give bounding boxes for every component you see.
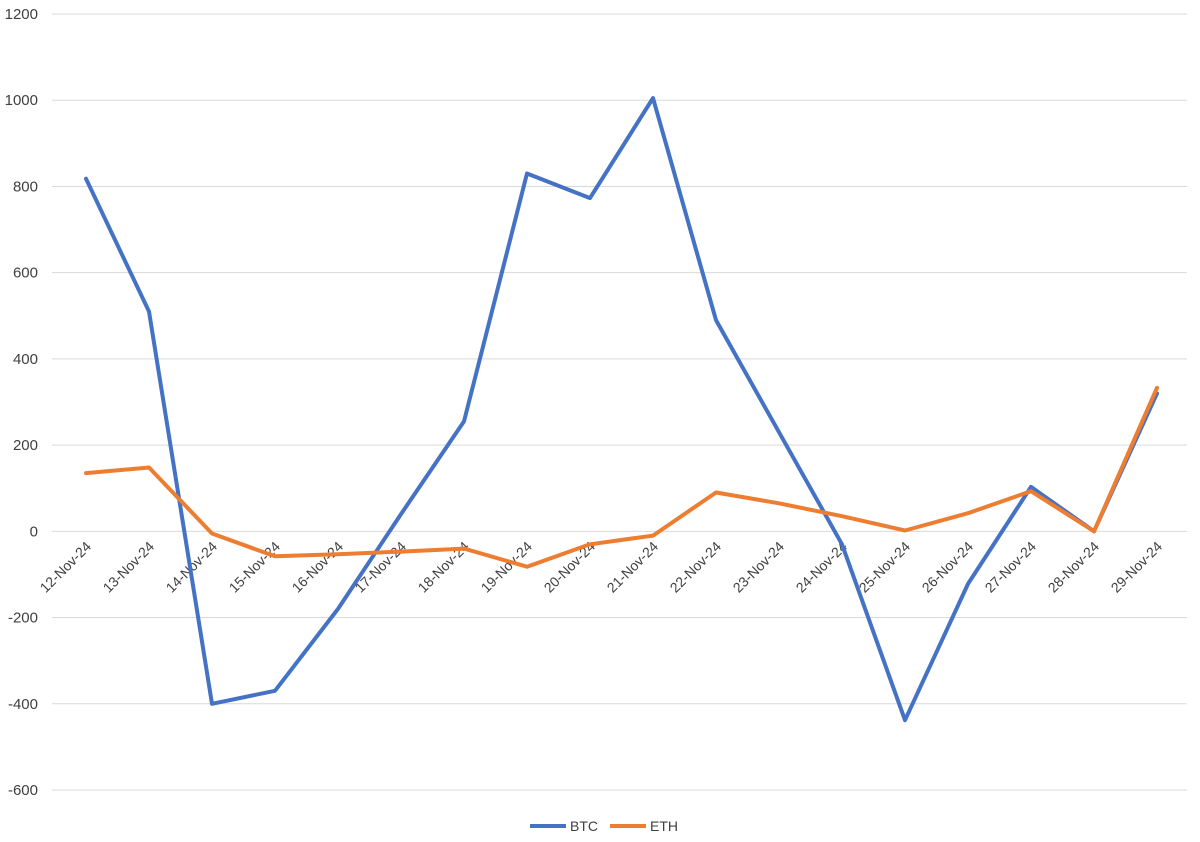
y-tick-label: 800	[13, 178, 38, 195]
x-tick-label: 21-Nov-24	[604, 538, 662, 596]
x-tick-label: 16-Nov-24	[289, 538, 347, 596]
legend-label-eth: ETH	[650, 818, 678, 834]
y-tick-label: 1000	[5, 92, 38, 109]
y-tick-label: -600	[8, 782, 38, 799]
x-tick-label: 13-Nov-24	[100, 538, 158, 596]
series-line-btc	[84, 96, 1159, 723]
y-tick-label: 0	[30, 523, 38, 540]
y-tick-label: 600	[13, 265, 38, 282]
legend-label-btc: BTC	[570, 818, 598, 834]
y-tick-label: 200	[13, 437, 38, 454]
gridlines	[52, 13, 1187, 791]
x-tick-label: 22-Nov-24	[667, 538, 725, 596]
x-tick-label: 29-Nov-24	[1108, 538, 1166, 596]
legend: BTC ETH	[530, 818, 678, 834]
x-axis-tick-labels: 12-Nov-24 13-Nov-24 14-Nov-24 15-Nov-24 16-N…	[37, 538, 1166, 596]
series-lines	[84, 96, 1159, 723]
y-tick-label: 400	[13, 351, 38, 368]
x-tick-label: 28-Nov-24	[1045, 538, 1103, 596]
series-line-eth	[84, 385, 1159, 569]
y-tick-label: -200	[8, 610, 38, 627]
y-tick-label: 1200	[5, 6, 38, 23]
x-tick-label: 15-Nov-24	[226, 538, 284, 596]
x-tick-label: 23-Nov-24	[730, 538, 788, 596]
y-axis-tick-labels: -600 -400 -200 0 200 400 600 800 1000 1200	[5, 6, 38, 799]
x-tick-label: 20-Nov-24	[541, 538, 599, 596]
y-tick-label: -400	[8, 696, 38, 713]
x-tick-label: 12-Nov-24	[37, 538, 95, 596]
x-tick-label: 25-Nov-24	[856, 538, 914, 596]
